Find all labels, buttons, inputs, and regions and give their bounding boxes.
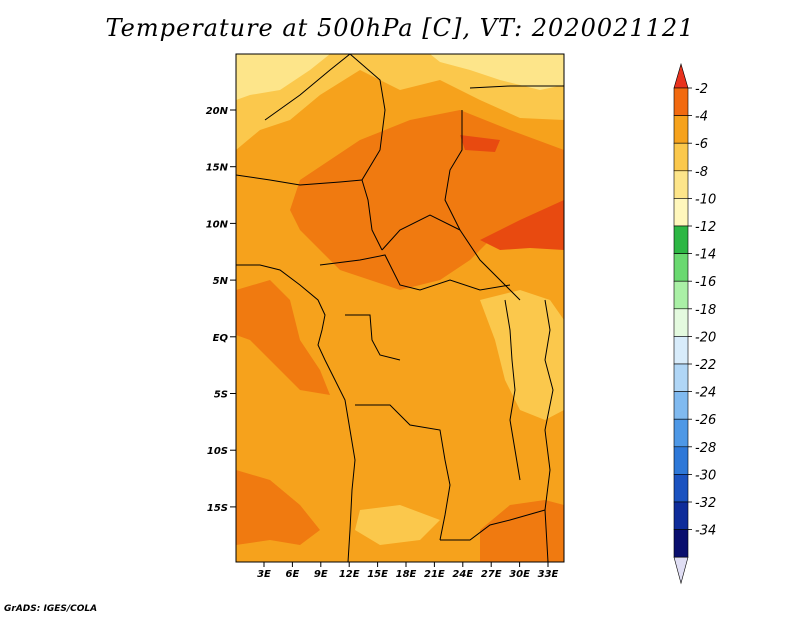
colorbar-label: -20 bbox=[695, 330, 716, 345]
colorbar-label: -28 bbox=[695, 441, 716, 456]
colorbar-swatch bbox=[673, 142, 689, 172]
colorbar-label: -24 bbox=[695, 386, 716, 401]
colorbar-swatch bbox=[673, 529, 689, 558]
lon-tick-label: 12E bbox=[339, 569, 360, 580]
field-dark-west bbox=[236, 280, 330, 395]
colorbar-swatch bbox=[673, 418, 689, 448]
lat-tick-label: 5N bbox=[213, 276, 229, 287]
colorbar-swatch bbox=[673, 336, 689, 365]
colorbar-swatch bbox=[673, 391, 689, 420]
lon-tick-label: 24E bbox=[452, 569, 473, 580]
country-borders bbox=[236, 54, 564, 562]
colorbar-label: -8 bbox=[695, 165, 708, 180]
field-light-north bbox=[236, 54, 564, 150]
field-darkest-east bbox=[480, 200, 564, 250]
colorbar-label: -2 bbox=[695, 82, 708, 97]
lon-tick-label: 6E bbox=[286, 569, 300, 580]
border-car-drc bbox=[319, 254, 511, 291]
colorbar-label: -10 bbox=[695, 192, 716, 207]
colorbar-swatch bbox=[673, 225, 689, 254]
colorbar-label: -30 bbox=[695, 468, 716, 483]
lon-tick-label: 33E bbox=[538, 569, 559, 580]
chart-title: Temperature at 500hPa [C], VT: 202002112… bbox=[105, 14, 695, 42]
colorbar-swatch bbox=[673, 115, 689, 144]
colorbar-swatch bbox=[673, 446, 689, 475]
border-congo bbox=[345, 314, 401, 361]
map-frame bbox=[235, 53, 565, 563]
border-egypt-sudan bbox=[469, 85, 564, 89]
field-dark-se bbox=[480, 500, 564, 562]
border-zambia bbox=[440, 509, 546, 541]
field-dark-sw bbox=[236, 470, 320, 545]
field-dark-center bbox=[290, 110, 564, 290]
colorbar-swatch bbox=[673, 253, 689, 282]
footer-credit: GrADS: IGES/COLA bbox=[4, 604, 98, 614]
colorbar-swatch bbox=[673, 170, 689, 199]
coastline-west bbox=[236, 264, 356, 562]
lon-tick-label: 30E bbox=[509, 569, 530, 580]
border-chad-sudan bbox=[444, 110, 521, 301]
field-light-east bbox=[480, 290, 564, 420]
border-car-north bbox=[381, 214, 461, 251]
border-niger-nigeria bbox=[236, 174, 363, 186]
lat-tick-label: 20N bbox=[206, 106, 229, 117]
lat-tick-label: 15N bbox=[206, 163, 229, 174]
lon-tick-label: 27E bbox=[481, 569, 502, 580]
colorbar: -2 -4 -6 -8 -10 -12 -14 -16 -18 -20 -22 -24 -26 -28 -3… bbox=[673, 62, 716, 585]
colorbar-label: -16 bbox=[695, 275, 716, 290]
latitude-axis: 20N 15N 10N 5N EQ 5S 10S 15S bbox=[206, 106, 236, 514]
border-east bbox=[544, 299, 554, 562]
colorbar-label: -32 bbox=[695, 496, 716, 511]
lat-tick-label: 10N bbox=[206, 219, 229, 230]
lat-tick-label: 15S bbox=[207, 503, 228, 514]
field-darkest-spot bbox=[460, 135, 500, 152]
border-angola-drc bbox=[355, 404, 451, 541]
field-light-south bbox=[355, 505, 440, 545]
border-algeria-niger bbox=[264, 54, 351, 121]
colorbar-label: -14 bbox=[695, 248, 716, 263]
colorbar-swatch bbox=[673, 87, 689, 116]
lat-tick-label: EQ bbox=[213, 333, 229, 344]
colorbar-label: -22 bbox=[695, 358, 716, 373]
colorbar-label: -12 bbox=[695, 220, 716, 235]
lat-tick-label: 10S bbox=[207, 446, 228, 457]
lon-tick-label: 3E bbox=[257, 569, 271, 580]
lat-tick-label: 5S bbox=[214, 390, 228, 401]
colorbar-swatch bbox=[673, 280, 689, 310]
colorbar-bottom-arrow bbox=[673, 556, 689, 585]
lon-tick-label: 9E bbox=[314, 569, 328, 580]
field-lightest-nw bbox=[236, 54, 330, 100]
longitude-axis: 3E 6E 9E 12E 15E 18E 21E 24E 27E 30E 33E bbox=[257, 562, 559, 580]
colorbar-label: -34 bbox=[695, 524, 716, 539]
colorbar-swatch bbox=[673, 363, 689, 392]
colorbar-swatch bbox=[673, 474, 689, 503]
lon-tick-label: 15E bbox=[367, 569, 388, 580]
colorbar-top-arrow bbox=[673, 62, 689, 89]
temperature-field bbox=[236, 54, 564, 562]
colorbar-swatch bbox=[673, 198, 689, 227]
lon-tick-label: 18E bbox=[396, 569, 417, 580]
colorbar-label: -26 bbox=[695, 413, 716, 428]
colorbar-swatch bbox=[673, 501, 689, 530]
colorbar-label: -18 bbox=[695, 303, 716, 318]
colorbar-label: -4 bbox=[695, 110, 708, 125]
lon-tick-label: 21E bbox=[424, 569, 445, 580]
border-great-lakes bbox=[504, 299, 521, 481]
colorbar-label: -6 bbox=[695, 137, 708, 152]
field-lightest-ne bbox=[430, 54, 564, 90]
border-niger-chad bbox=[349, 54, 386, 251]
colorbar-swatch bbox=[673, 308, 689, 337]
